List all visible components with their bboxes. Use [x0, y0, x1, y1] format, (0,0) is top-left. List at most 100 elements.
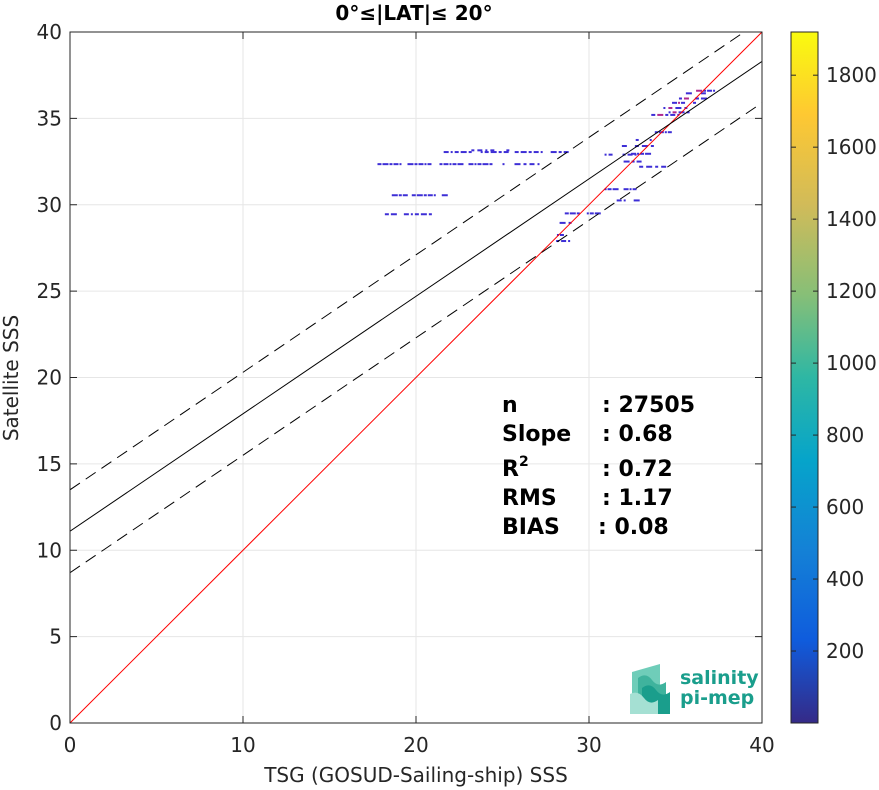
x-tick-label: 10	[230, 733, 255, 757]
colorbar-tick-label: 1400	[826, 207, 877, 231]
scatter-point	[675, 107, 682, 110]
scatter-point	[640, 152, 645, 155]
stat-r2-value: : 0.72	[602, 457, 673, 482]
scatter-point	[664, 131, 667, 134]
scatter-point	[558, 151, 562, 154]
colorbar-tick-label: 200	[826, 639, 864, 663]
scatter-point	[645, 152, 652, 155]
stat-n-label: n	[502, 393, 518, 418]
colorbar-tick-label: 1800	[826, 63, 877, 87]
scatter-point	[621, 145, 627, 148]
stat-bias-label: BIAS	[502, 515, 560, 540]
scatter-point	[454, 151, 459, 154]
scatter-point	[490, 149, 495, 152]
scatter-point	[514, 151, 519, 154]
scatter-point	[663, 107, 666, 110]
scatter-point	[651, 113, 656, 116]
scatter-point	[402, 194, 408, 197]
y-tick-label: 15	[37, 452, 62, 476]
scatter-point	[700, 97, 707, 100]
stat-rms-label: RMS	[502, 486, 557, 511]
scatter-point	[678, 97, 682, 100]
scatter-point	[523, 163, 527, 166]
scatter-point	[414, 163, 418, 166]
scatter-point	[667, 131, 672, 134]
x-tick-label: 40	[749, 733, 774, 757]
stat-bias-value: : 0.08	[598, 515, 669, 540]
stat-slope-value: : 0.68	[602, 422, 673, 447]
scatter-point	[452, 163, 457, 166]
y-axis-label: Satellite SSS	[0, 315, 23, 441]
scatter-point	[393, 163, 399, 166]
colorbar-tick-label: 800	[826, 423, 864, 447]
scatter-point	[608, 153, 613, 156]
scatter-point	[696, 89, 703, 92]
scatter-point	[410, 213, 413, 216]
scatter-point	[468, 163, 474, 166]
scatter-point	[403, 213, 409, 216]
scatter-point	[423, 194, 427, 197]
scatter-point	[641, 145, 648, 148]
scatter-point	[636, 160, 642, 163]
scatter-point	[632, 188, 637, 191]
scatter-point	[694, 97, 699, 100]
colorbar-gradient	[790, 31, 819, 724]
scatter-point	[655, 165, 659, 168]
scatter-point	[428, 213, 432, 216]
scatter-point	[633, 199, 640, 202]
scatter-point	[520, 151, 527, 154]
scatter-point	[564, 212, 569, 215]
stats-box: n : 27505 Slope : 0.68 R2 : 0.72 RMS : 1…	[502, 393, 695, 540]
scatter-point	[607, 188, 612, 191]
scatter-point	[480, 151, 483, 154]
scatter-point	[703, 89, 707, 92]
scatter-point	[683, 97, 689, 100]
scatter-point	[672, 101, 678, 104]
scatter-point	[670, 113, 676, 116]
stat-r2-sup: 2	[519, 454, 529, 470]
scatter-point	[457, 163, 464, 166]
scatter-point	[681, 101, 686, 104]
scatter-point	[693, 101, 697, 104]
scatter-point	[416, 194, 423, 197]
scatter-point	[646, 165, 653, 168]
scatter-point	[661, 165, 667, 168]
scatter-point	[537, 163, 540, 166]
regression-upper-line	[70, 32, 746, 491]
scatter-point	[700, 92, 706, 95]
scatter-point	[568, 221, 572, 224]
scatter-point	[649, 138, 652, 141]
scatter-point	[686, 111, 690, 114]
scatter-point	[685, 92, 692, 95]
scatter-point	[420, 213, 427, 216]
stat-r2-label: R2	[502, 454, 529, 482]
scatter-point	[482, 163, 489, 166]
scatter-point	[528, 151, 532, 154]
y-axis: 0 5 10 15 20 25 30 35 40	[37, 20, 762, 735]
scatter-point	[627, 153, 633, 156]
scatter-point	[629, 188, 632, 191]
scatter-point	[490, 151, 497, 154]
scatter-point	[450, 151, 453, 154]
scatter-point	[398, 194, 402, 197]
scatter-point	[418, 163, 424, 166]
x-tick-label: 30	[576, 733, 601, 757]
scatter-point	[568, 240, 571, 243]
colorbar-tick-label: 400	[826, 567, 864, 591]
scatter-point	[623, 160, 630, 163]
colorbar-ticks: 200 400 600 800 1000 1200 1400 1600 1800	[791, 63, 877, 663]
y-tick-label: 5	[49, 625, 62, 649]
chart-title: 0°≤|LAT|≤ 20°	[335, 1, 492, 25]
scatter-point	[616, 199, 622, 202]
scatter-point	[460, 151, 467, 154]
logo-line2: pi-mep	[680, 687, 754, 709]
x-tick-label: 20	[403, 733, 428, 757]
stat-r2-base: R	[502, 457, 519, 482]
scatter-point	[678, 101, 681, 104]
scatter-point	[668, 107, 673, 110]
scatter-point	[713, 89, 716, 92]
regression-line	[70, 60, 762, 532]
scatter-point	[477, 149, 483, 152]
y-tick-label: 30	[37, 193, 62, 217]
scatter-point	[503, 151, 509, 154]
